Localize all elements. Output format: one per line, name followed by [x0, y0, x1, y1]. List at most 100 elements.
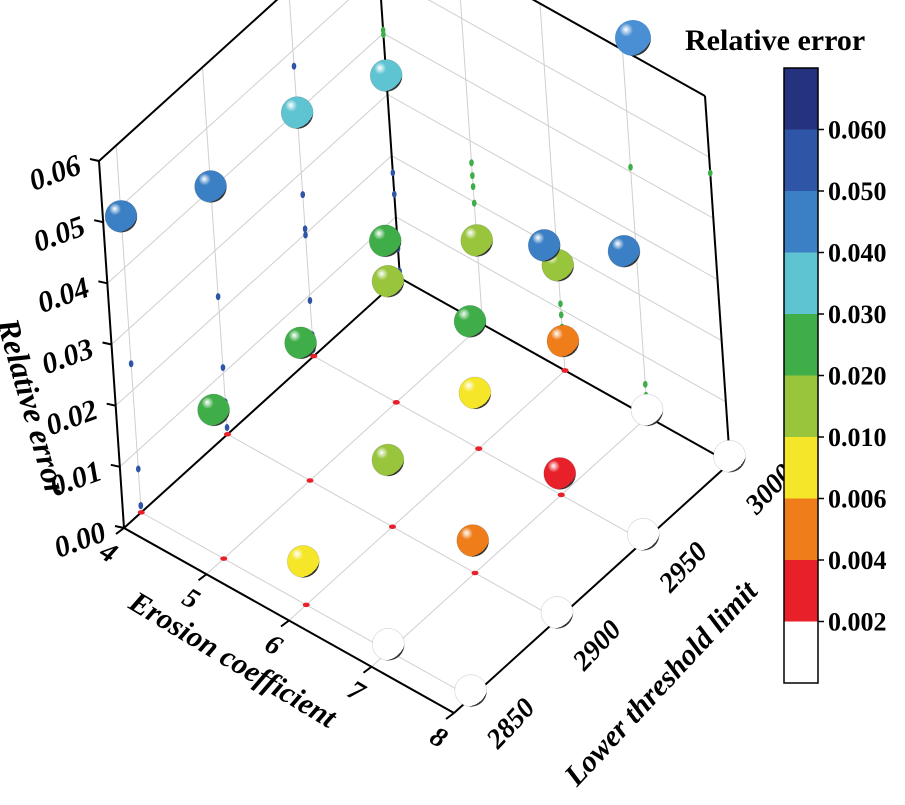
axis-edge — [704, 95, 731, 464]
grid-left-z — [119, 216, 397, 468]
right-wall-projection — [558, 300, 563, 308]
grid-left-z — [98, 0, 278, 162]
left-wall-projection — [220, 364, 226, 372]
drop-markers — [118, 26, 734, 700]
y-axis-label: Lower threshold limit — [557, 574, 765, 794]
left-wall-projection — [128, 360, 134, 368]
left-wall-projection — [302, 225, 308, 233]
y-tick-label: 2950 — [652, 536, 714, 599]
x-tick-mark — [280, 619, 290, 628]
legend-marker — [615, 20, 651, 56]
colorbar-band — [784, 129, 818, 191]
z-tick-mark — [114, 525, 125, 529]
colorbar: 0.002 0.004 0.006 0.010 0.020 0.030 0.040 0.050… — [783, 67, 887, 684]
data-point-1 — [197, 393, 230, 427]
z-tick-label: 0.03 — [37, 332, 98, 381]
grid-floor-x — [206, 323, 483, 575]
floor-projection — [220, 556, 228, 561]
y-tick-label: 2900 — [566, 614, 628, 677]
right-wall-projection — [628, 163, 633, 171]
grid-left-y — [288, 0, 315, 357]
floor-projection — [561, 368, 569, 373]
right-wall-projection — [470, 172, 475, 180]
legend-label: Relative error — [685, 24, 865, 57]
z-tick-mark — [98, 280, 108, 285]
floor-projection — [389, 524, 396, 530]
left-wall-projection — [135, 465, 141, 473]
z-tick-mark — [102, 341, 112, 346]
z-tick-mark — [89, 158, 100, 162]
data-point-14 — [626, 518, 660, 551]
left-wall-projection — [215, 293, 221, 301]
x-tick-label: 8 — [424, 721, 452, 755]
data-point-4 — [454, 674, 488, 707]
z-tick-mark — [106, 402, 116, 407]
colorbar-label: 0.040 — [828, 239, 887, 268]
x-tick-mark — [197, 573, 208, 582]
data-point-24 — [607, 234, 641, 268]
colorbar-band — [784, 498, 818, 560]
grid-right-z — [427, 0, 710, 158]
right-wall-projection — [469, 159, 474, 167]
right-wall-projection — [470, 183, 476, 191]
floor-projection — [471, 570, 479, 576]
colorbar-label: 0.060 — [828, 116, 887, 145]
z-tick-label: 0.04 — [33, 271, 94, 320]
left-wall-projection — [391, 190, 397, 198]
z-tick-mark — [93, 219, 104, 224]
grid-left-z — [115, 155, 393, 407]
data-point-18 — [630, 393, 664, 427]
grid-right-x — [622, 49, 648, 417]
floor-projection — [392, 400, 400, 405]
data-point-8 — [456, 524, 490, 557]
data-point-10 — [280, 96, 314, 129]
data-points — [104, 59, 746, 707]
data-point-15 — [369, 59, 403, 92]
y-tick-label: 2850 — [480, 693, 542, 756]
data-point-23 — [527, 229, 561, 262]
grid-left-z — [102, 0, 350, 223]
floor-projection — [302, 602, 310, 608]
colorbar-label: 0.050 — [828, 177, 887, 206]
floor-projection — [310, 353, 318, 359]
z-tick-label: 0.05 — [29, 210, 90, 259]
colorbar-band — [784, 191, 818, 253]
axis-edge — [531, 0, 706, 97]
left-wall-projection — [291, 62, 297, 70]
z-tick-mark — [110, 463, 121, 468]
axes-frame — [89, 0, 739, 720]
colorbar-label: 0.010 — [828, 423, 887, 452]
colorbar-label: 0.030 — [828, 300, 887, 329]
grid-left-z — [111, 94, 388, 345]
data-point-3 — [371, 628, 405, 661]
right-wall-projection — [381, 31, 386, 39]
left-wall-projection — [390, 169, 396, 177]
data-point-21 — [453, 305, 487, 338]
data-point-9 — [540, 596, 574, 629]
grid-left-y — [202, 67, 228, 435]
data-point-19 — [713, 439, 746, 473]
data-point-17 — [546, 324, 580, 358]
data-point-6 — [284, 326, 317, 360]
colorbar-label: 0.006 — [828, 485, 887, 514]
axis-edge — [98, 0, 279, 162]
data-point-13 — [543, 457, 577, 490]
x-tick-mark — [115, 527, 125, 535]
data-point-12 — [458, 376, 492, 410]
data-point-11 — [371, 264, 405, 298]
data-point-2 — [286, 545, 320, 578]
grid-floor-x — [371, 416, 648, 668]
colorbar-label: 0.020 — [828, 362, 887, 391]
colorbar-band — [784, 252, 818, 314]
grid-left-z — [106, 32, 384, 284]
data-point-5 — [194, 170, 227, 203]
floor-projection — [137, 510, 145, 515]
data-point-20 — [368, 224, 402, 258]
colorbar-band — [784, 375, 818, 437]
grid-right-z — [532, 0, 706, 97]
x-tick-mark — [362, 665, 373, 674]
grid-right-x — [459, 0, 483, 325]
colorbar-label: 0.004 — [828, 546, 887, 575]
data-point-0 — [104, 200, 138, 233]
